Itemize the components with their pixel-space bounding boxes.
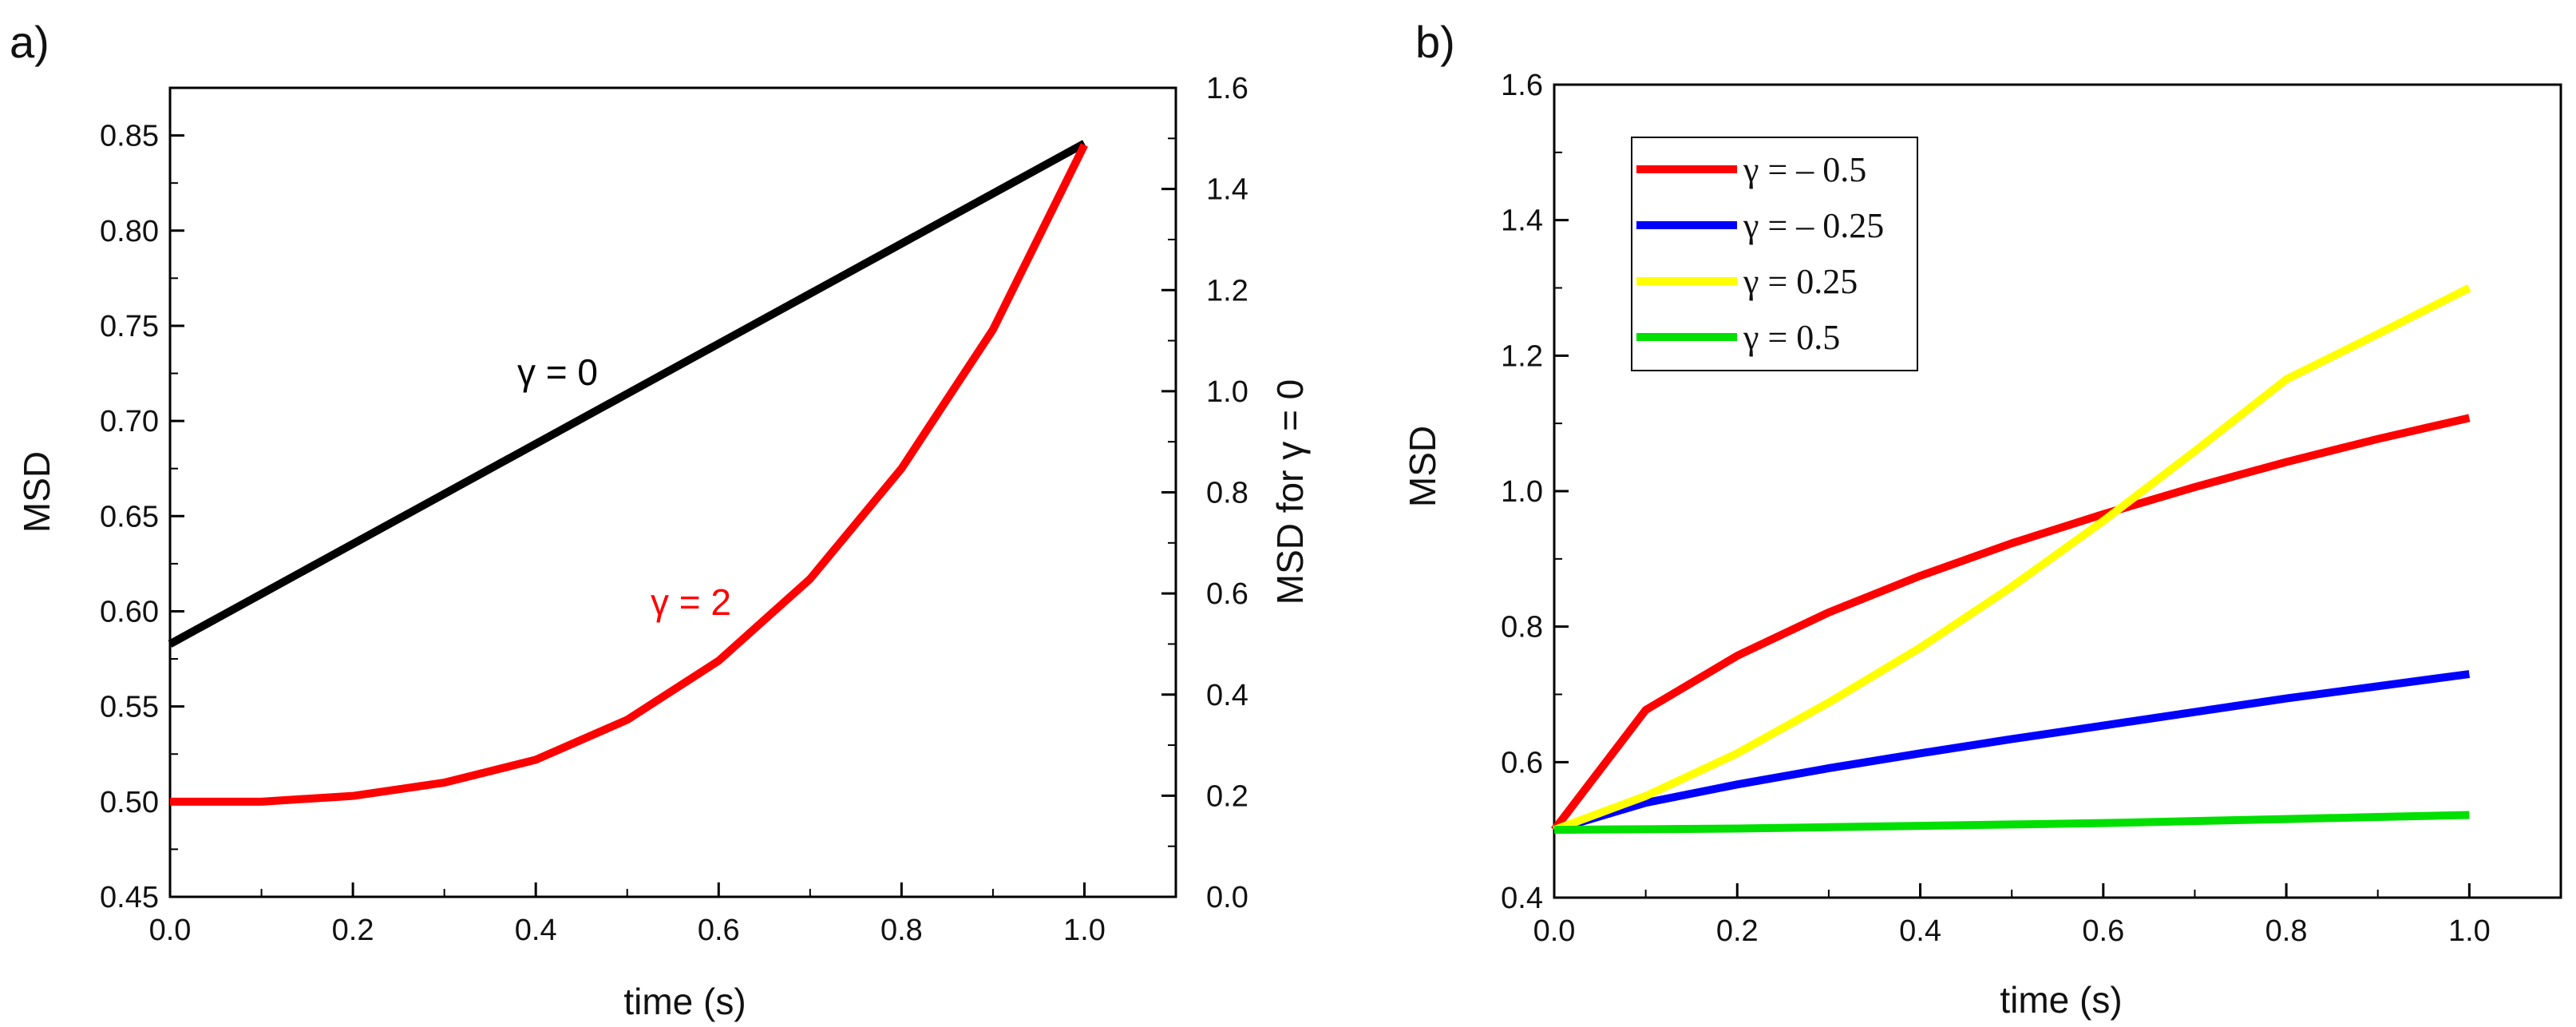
panel-b-series-line-3 <box>1553 811 2470 835</box>
panel-a-right-y-axis-title: MSD for γ = 0 <box>1269 379 1311 605</box>
panel-a-y-axis-title: MSD <box>16 451 57 533</box>
panel-a-y-tick-label: 0.50 <box>100 786 159 819</box>
panel-a: a) 0.0 0.2 0.4 0.6 0.8 1.0 0.450.500.550.600.… <box>10 17 1311 1022</box>
panel-a-x-tick-label: 0.8 <box>880 914 923 947</box>
panel-b-y-tick-label: 1.4 <box>1501 204 1543 238</box>
panel-a-y-tick-label: 0.80 <box>100 215 159 248</box>
panel-a-x-tick-label: 0.4 <box>515 914 557 947</box>
panel-b-x-tick-label: 0.8 <box>2265 914 2308 948</box>
panel-a-y-ticks: 0.45 0.50 0.55 0.60 0.65 0.70 0.75 0.80 0.85 <box>100 120 184 914</box>
legend-frame <box>1631 137 1918 371</box>
panel-a-right-y-tick-label: 0.8 <box>1206 477 1248 510</box>
panel-a-right-y-tick-label: 0.6 <box>1206 577 1248 611</box>
panel-a-series <box>168 140 1088 806</box>
annotation-gamma-2: γ = 2 <box>651 581 731 623</box>
panel-a-y-tick-label: 0.75 <box>100 310 159 343</box>
panel-b-y-ticks: 0.4 0.6 0.8 1.0 1.2 1.4 1.6 <box>1501 69 1569 915</box>
panel-b-series <box>1551 284 2471 835</box>
panel-b-x-tick-label: 0.6 <box>2082 914 2124 948</box>
panel-b-y-tick-label: 1.2 <box>1501 339 1543 373</box>
panel-b-legend: γ = – 0.5 γ = – 0.25 γ = 0.25 γ = 0.5 <box>1631 137 1918 371</box>
panel-b-y-tick-label: 1.0 <box>1501 475 1543 509</box>
panel-b-series-line-2 <box>1553 284 2471 834</box>
panel-b-label: b) <box>1415 17 1455 67</box>
panel-b-y-axis-title: MSD <box>1402 426 1443 507</box>
panel-a-x-tick-label: 1.0 <box>1063 914 1106 947</box>
panel-b-y-tick-label: 0.4 <box>1501 882 1543 915</box>
legend-label-2: γ = 0.25 <box>1743 262 1858 301</box>
panel-a-series-line-0 <box>168 140 1086 648</box>
panel-a-right-y-tick-label: 1.0 <box>1206 375 1248 409</box>
legend-label-3: γ = 0.5 <box>1743 318 1840 357</box>
panel-a-x-tick-label: 0.0 <box>149 914 192 947</box>
panel-b-x-ticks: 0.0 0.2 0.4 0.6 0.8 1.0 <box>1533 883 2491 948</box>
panel-b-x-tick-label: 0.2 <box>1716 914 1759 948</box>
panel-b-x-tick-label: 1.0 <box>2448 914 2491 948</box>
panel-a-y-tick-label: 0.85 <box>100 120 159 153</box>
panel-b-x-tick-label: 0.0 <box>1533 914 1576 948</box>
panel-b-x-tick-label: 0.4 <box>1899 914 1941 948</box>
panel-a-x-tick-label: 0.6 <box>698 914 740 947</box>
panel-a-series-line-1 <box>170 143 1088 806</box>
panel-a-right-y-tick-label: 1.2 <box>1206 274 1248 307</box>
legend-label-1: γ = – 0.25 <box>1743 206 1884 245</box>
panel-a-right-y-tick-label: 0.0 <box>1206 881 1248 914</box>
panel-a-x-ticks: 0.0 0.2 0.4 0.6 0.8 1.0 <box>149 882 1106 947</box>
panel-a-plot-frame <box>168 86 1177 898</box>
panel-a-right-y-tick-label: 0.2 <box>1206 779 1248 813</box>
panel-a-right-y-tick-label: 1.6 <box>1206 72 1248 105</box>
panel-a-right-y-tick-label: 1.4 <box>1206 173 1248 207</box>
panel-a-right-y-ticks: 0.0 0.2 0.4 0.6 0.8 1.0 1.2 1.4 1.6 <box>1161 72 1248 914</box>
panel-a-x-tick-label: 0.2 <box>332 914 374 947</box>
panel-a-y-tick-label: 0.45 <box>100 881 159 914</box>
annotation-gamma-0: γ = 0 <box>517 351 598 393</box>
panel-a-y-tick-label: 0.60 <box>100 595 159 628</box>
panel-b-series-line-1 <box>1553 670 2471 834</box>
legend-label-0: γ = – 0.5 <box>1743 150 1866 189</box>
panel-a-y-tick-label: 0.55 <box>100 691 159 724</box>
panel-b-y-tick-label: 1.6 <box>1501 69 1543 102</box>
panel-b: b) 0.0 0.2 0.4 0.6 0.8 1.0 0.4 0.6 0.8 1.0 1.2 1.4… <box>1402 17 2562 1021</box>
panel-b-x-axis-title: time (s) <box>2000 979 2122 1021</box>
panel-a-label: a) <box>10 17 49 67</box>
panel-a-x-axis-title: time (s) <box>623 981 746 1022</box>
panel-b-series-line-0 <box>1551 414 2471 833</box>
panel-b-y-tick-label: 0.6 <box>1501 746 1543 779</box>
panel-b-y-tick-label: 0.8 <box>1501 611 1543 644</box>
panel-a-y-tick-label: 0.65 <box>100 500 159 533</box>
panel-a-right-y-tick-label: 0.4 <box>1206 679 1248 712</box>
panel-a-y-tick-label: 0.70 <box>100 405 159 438</box>
